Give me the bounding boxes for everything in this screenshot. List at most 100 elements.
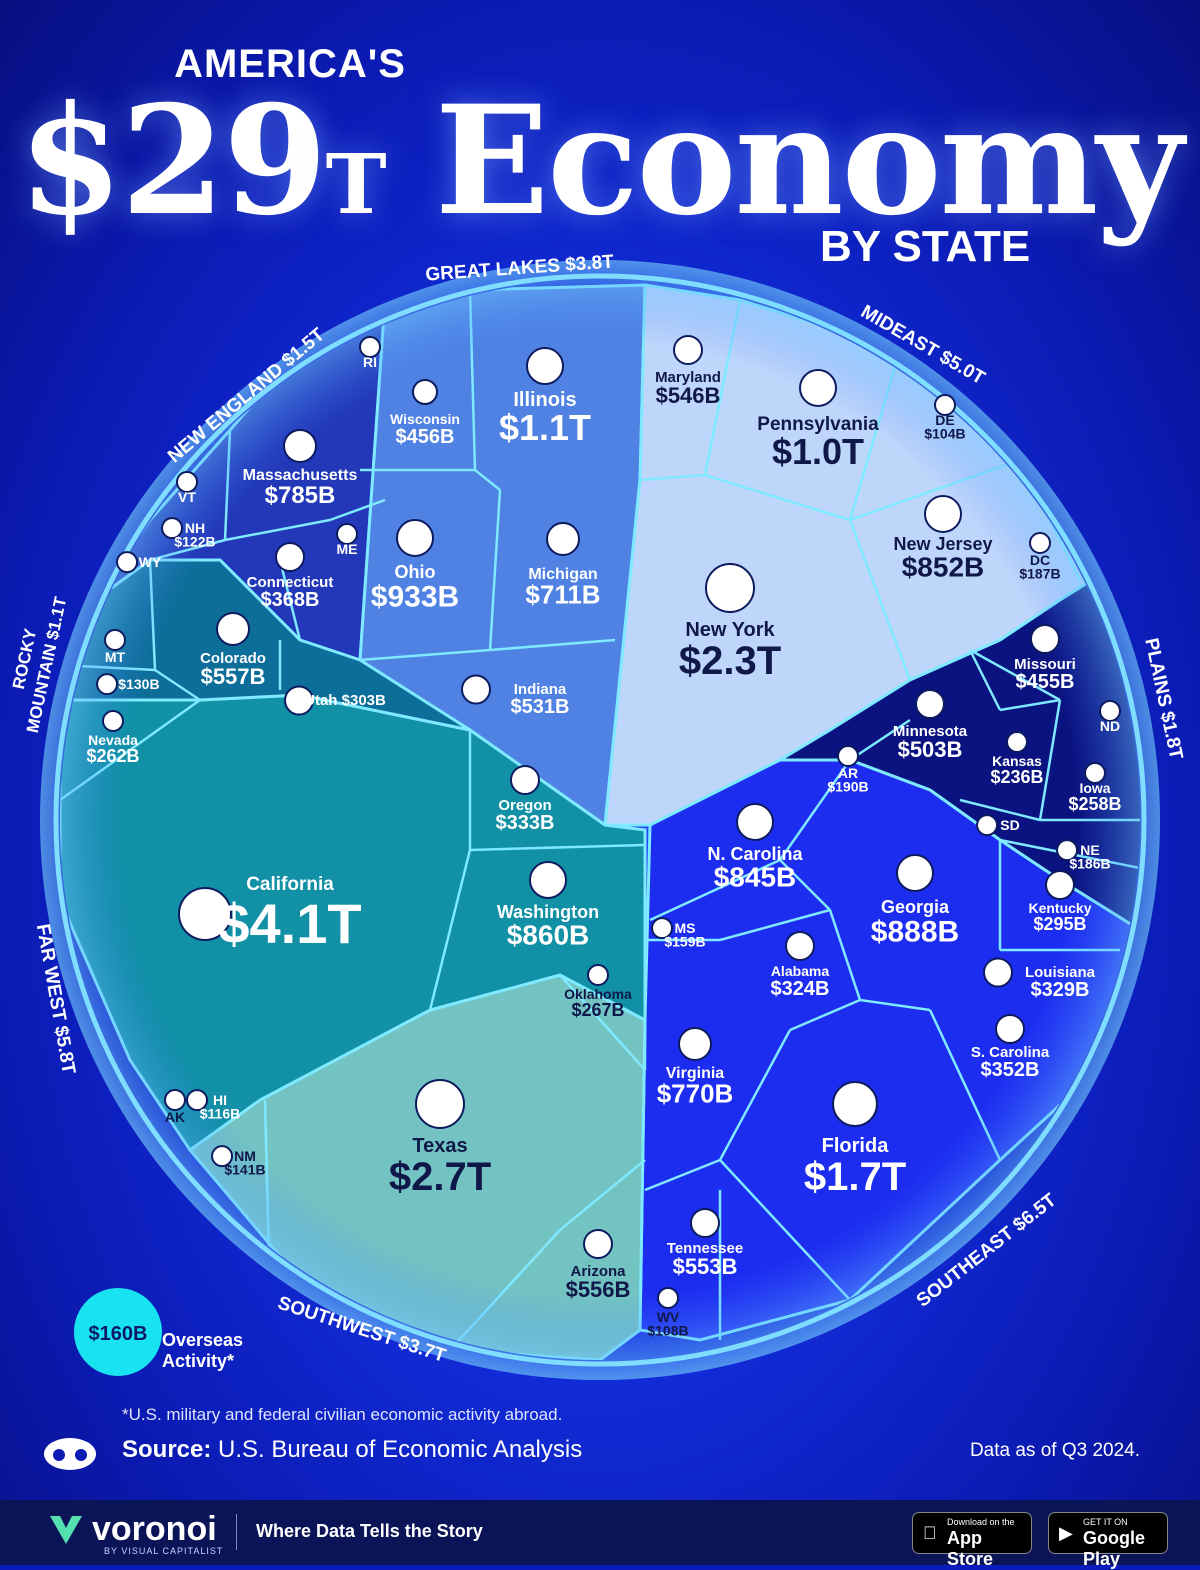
state-flag-icon [896, 854, 934, 892]
title-word: Economy [384, 73, 1184, 249]
state-flag-icon [546, 522, 580, 556]
state-wv: WV$108B [647, 1287, 689, 1338]
brand-sub: BY VISUAL CAPITALIST [104, 1546, 224, 1556]
state-value: $104B [924, 425, 965, 441]
state-name: Colorado [200, 650, 266, 667]
state-name: New Jersey [893, 534, 992, 554]
state-value: $108B [647, 1322, 688, 1338]
overseas-value: $160B [89, 1323, 148, 1345]
state-kentucky: Kentucky$295B [1028, 870, 1092, 934]
state-name: AR [838, 765, 858, 781]
state-flag-icon [102, 710, 124, 732]
state-mt: MT [104, 629, 126, 665]
state-value: $159B [664, 933, 705, 949]
state-flag-icon [657, 1287, 679, 1309]
state-iowa: Iowa$258B [1068, 762, 1122, 814]
footnote: *U.S. military and federal civilian econ… [122, 1405, 563, 1424]
state-name: Alabama [771, 963, 830, 979]
state-value: $368B [261, 589, 320, 611]
google-play-button[interactable]: ▶ GET IT ON Google Play [1048, 1512, 1168, 1569]
state-name: NE [1080, 842, 1099, 858]
state-value: $1.7T [804, 1155, 906, 1199]
state-flag-icon [161, 517, 184, 540]
state-name: Minnesota [893, 723, 968, 740]
state-value: $267B [571, 1000, 624, 1020]
source-label: Source: [122, 1436, 212, 1463]
title-kicker: AMERICA'S [174, 42, 406, 86]
state-name: Virginia [666, 1065, 724, 1082]
state-name: Washington [497, 902, 599, 922]
state-name: S. Carolina [971, 1044, 1050, 1061]
state-flag-icon [164, 1089, 186, 1111]
state-oklahoma: Oklahoma$267B [564, 964, 632, 1020]
state-name: Pennsylvania [757, 414, 879, 435]
overseas-label-1: Overseas [162, 1330, 243, 1350]
state-texas: Texas$2.7T [389, 1079, 491, 1199]
state-ri: RI [359, 336, 381, 370]
state-name: Georgia [881, 897, 950, 917]
state-flag-icon [799, 369, 837, 407]
state-name: MT [105, 649, 126, 665]
apple-icon:  [923, 1523, 937, 1544]
state-name: HI [213, 1092, 227, 1108]
state-ak: AK [164, 1089, 186, 1125]
brand-divider [236, 1514, 237, 1550]
state-name: Tennessee [667, 1240, 743, 1257]
state-value: $324B [771, 978, 830, 1000]
state-value: $258B [1068, 794, 1121, 814]
state-value: $553B [673, 1254, 738, 1279]
state-name: Ohio [395, 562, 436, 582]
state-flag-icon [336, 523, 358, 545]
state-nevada: Nevada$262B [86, 710, 140, 766]
state-flag-icon [915, 689, 945, 719]
circle-glow [40, 260, 1160, 1380]
state-hi: HI$116B [186, 1089, 240, 1121]
state-flag-icon [176, 471, 198, 493]
title-amount: $29 [18, 73, 327, 249]
state-flag-icon [104, 629, 126, 651]
state-flag-icon [211, 1145, 234, 1168]
state-sd: SD [976, 814, 1020, 837]
state-new-york: New York$2.3T [679, 563, 781, 683]
state-flag-icon [283, 429, 317, 463]
state-name: AK [165, 1109, 185, 1125]
state-georgia: Georgia$888B [871, 854, 959, 949]
state-michigan: Michigan$711B [525, 522, 601, 610]
state-nd: ND [1099, 700, 1121, 734]
state-name: Utah $303B [304, 692, 386, 709]
app-store-button[interactable]:  Download on the App Store [912, 1512, 1032, 1569]
state-value: $557B [201, 664, 266, 689]
state-flag-icon [275, 542, 305, 572]
state-flag-icon [1056, 839, 1079, 862]
state-value: $933B [371, 581, 459, 614]
state-flag-icon [976, 814, 999, 837]
state-value: $546B [656, 383, 721, 408]
state-nm: NM$141B [211, 1145, 266, 1177]
app-store-big: App Store [947, 1528, 994, 1569]
state-value: $2.3T [679, 639, 781, 683]
state-flag-icon [186, 1089, 209, 1112]
state-name: NM [234, 1148, 256, 1164]
state-flag-icon [412, 379, 438, 405]
source-text: U.S. Bureau of Economic Analysis [211, 1436, 583, 1463]
state-flag-icon [690, 1208, 720, 1238]
overseas-label-2: Activity* [162, 1351, 234, 1371]
state-value: $352B [981, 1059, 1040, 1081]
state-nh: NH$122B [161, 517, 216, 549]
state-value: $329B [1031, 979, 1090, 1001]
state-id: ID $130B [96, 673, 160, 696]
state-flag-icon [651, 917, 674, 940]
state-s-carolina: S. Carolina$352B [971, 1014, 1050, 1081]
state-name: New York [685, 619, 775, 641]
voronoi-logo-icon [50, 1516, 82, 1544]
state-value: $888B [871, 916, 959, 949]
state-name: Arizona [570, 1263, 626, 1280]
state-flag-icon [1045, 870, 1075, 900]
state-name: Louisiana [1025, 964, 1096, 981]
state-wy: WY [116, 551, 162, 574]
state-flag-icon [461, 674, 491, 705]
state-name: RI [363, 354, 377, 370]
state-connecticut: Connecticut$368B [247, 542, 333, 611]
state-flag-icon [983, 957, 1013, 988]
state-value: $333B [496, 812, 555, 834]
